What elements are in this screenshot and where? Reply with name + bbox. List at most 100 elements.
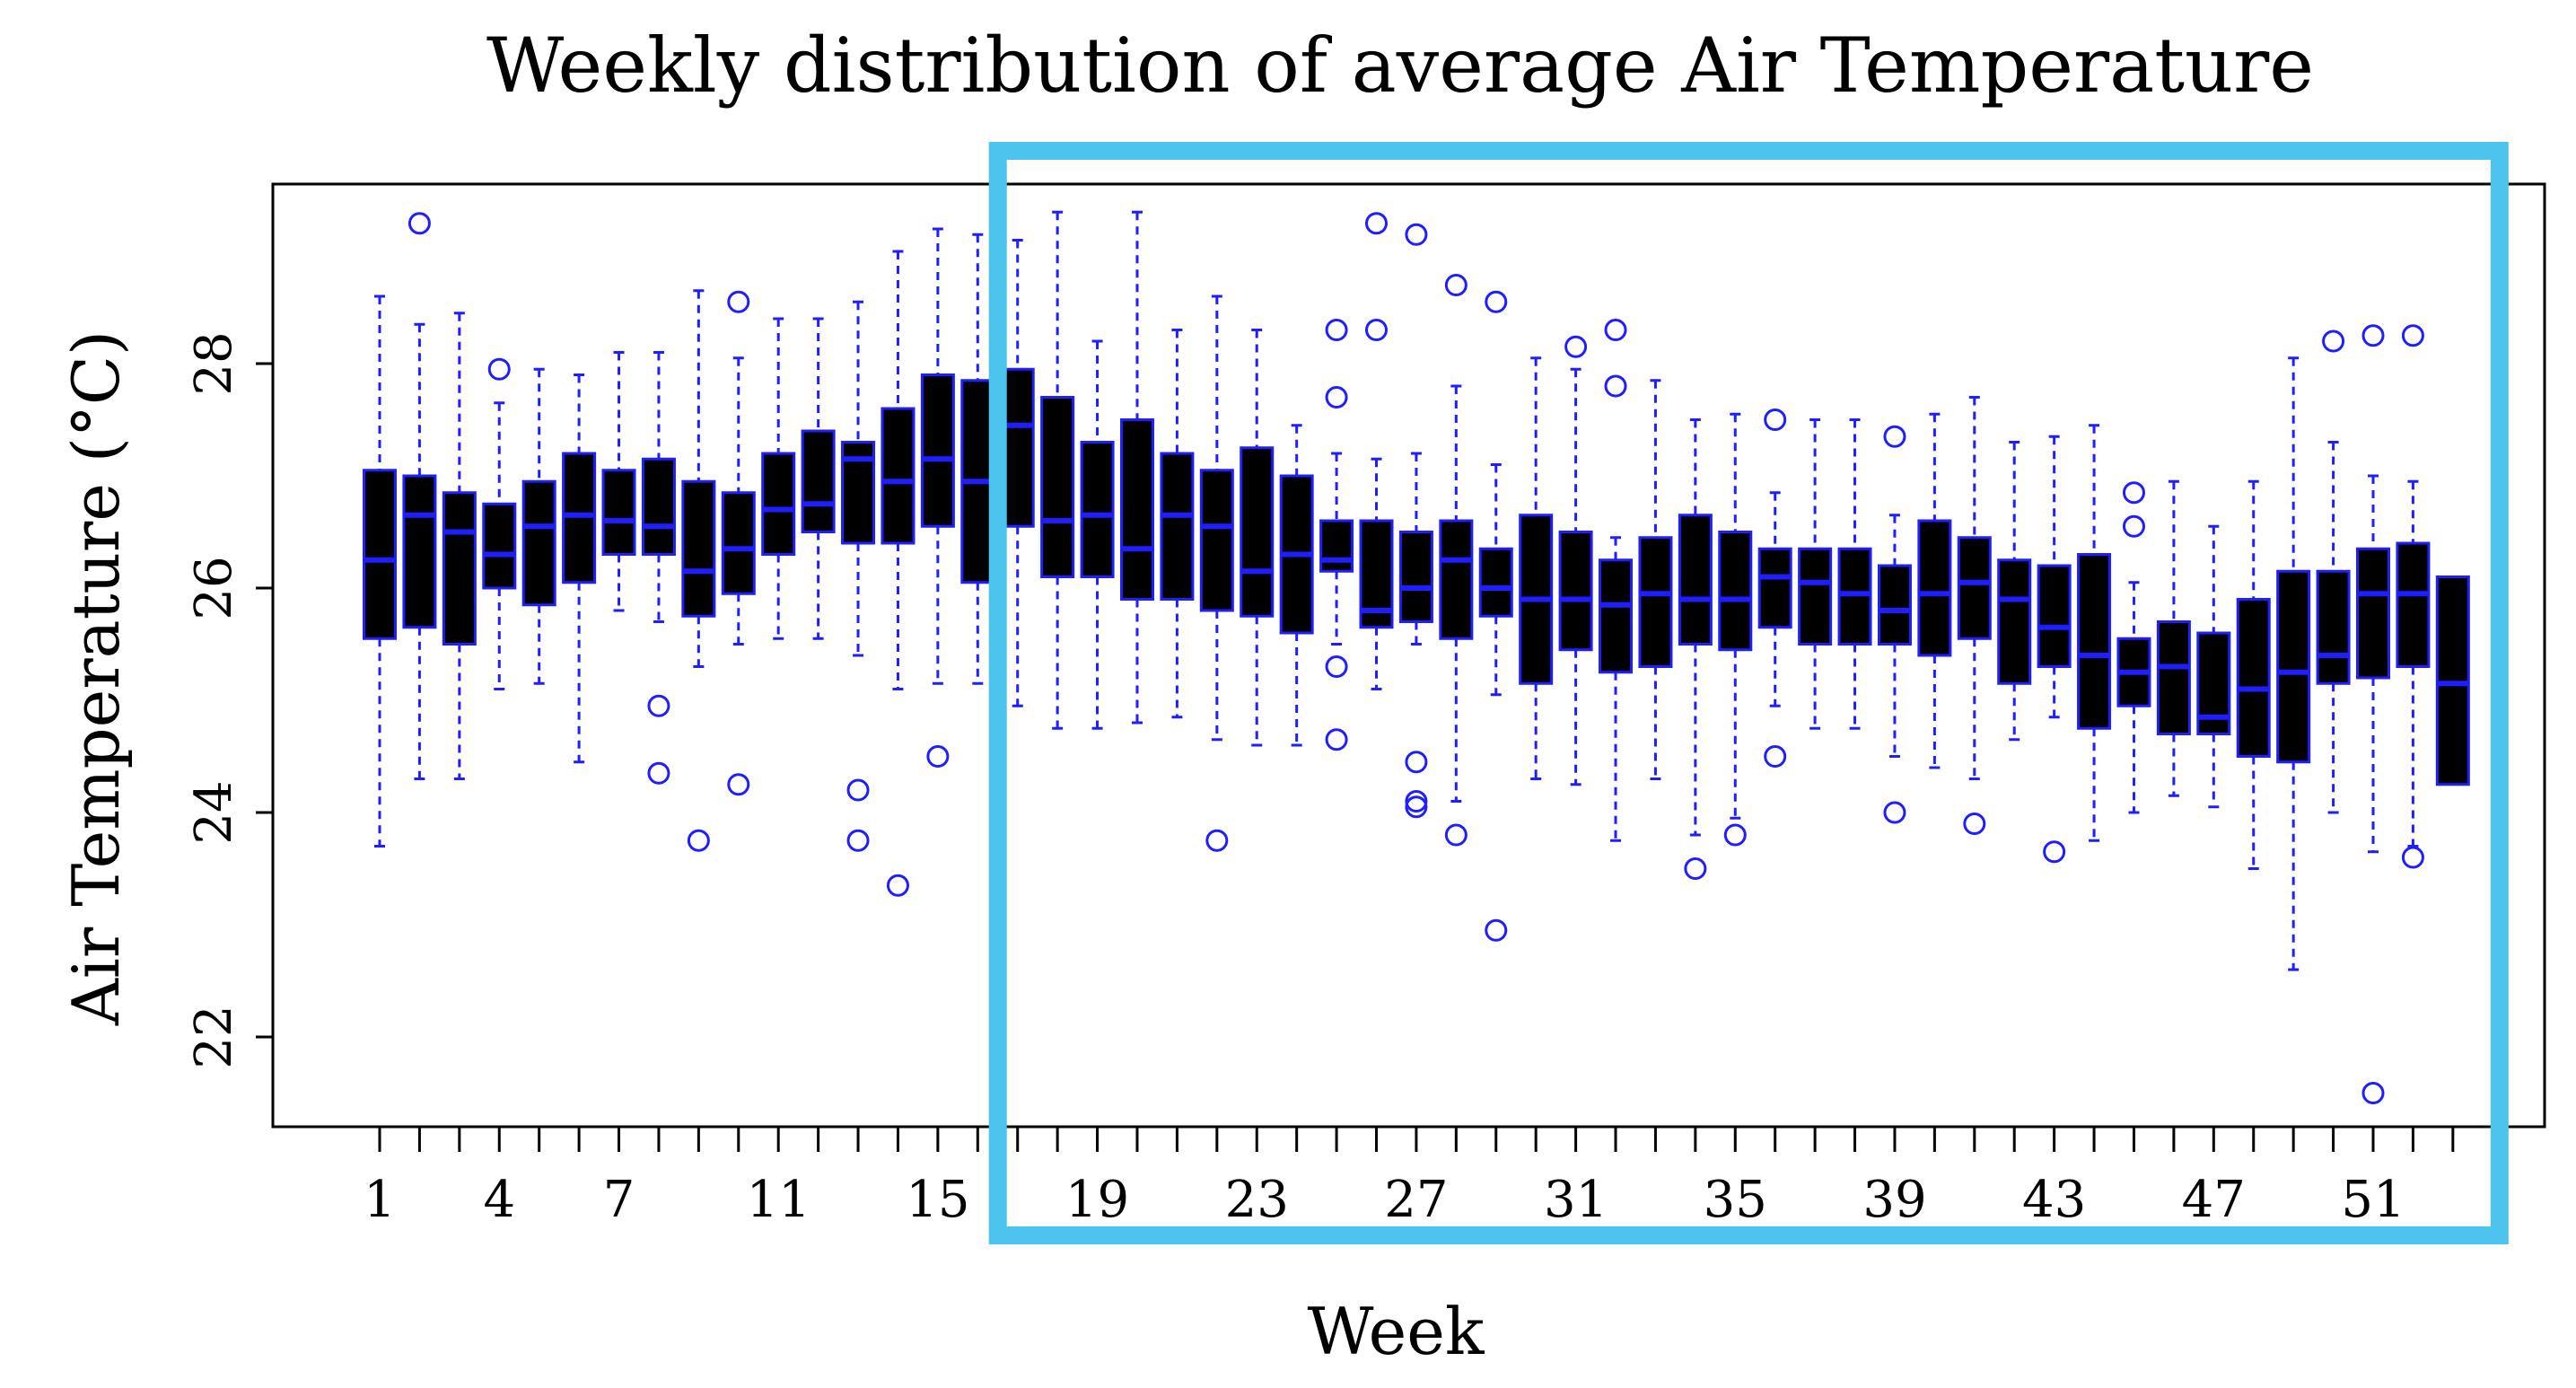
iqr-box bbox=[2077, 553, 2112, 730]
outlier-point bbox=[1684, 857, 1707, 880]
outlier-point bbox=[846, 829, 870, 852]
iqr-box bbox=[1439, 519, 1474, 640]
iqr-box bbox=[1877, 564, 1912, 646]
outlier-point bbox=[1325, 386, 1348, 408]
iqr-box bbox=[402, 474, 437, 629]
outlier-point bbox=[1485, 290, 1508, 313]
outlier-point bbox=[1883, 801, 1906, 824]
x-axis: 1 4 7 11 15 19 23 27 31 35 39 43 47 51 bbox=[364, 1127, 2455, 1229]
iqr-box bbox=[2236, 598, 2271, 758]
iqr-box bbox=[721, 491, 756, 595]
iqr-box bbox=[2356, 547, 2390, 680]
outlier-point bbox=[487, 357, 511, 381]
iqr-box bbox=[1917, 519, 1952, 657]
iqr-box bbox=[442, 491, 477, 646]
iqr-box bbox=[1638, 536, 1673, 668]
iqr-box bbox=[1080, 441, 1115, 578]
iqr-box bbox=[1160, 452, 1195, 601]
iqr-box bbox=[1478, 547, 1513, 618]
iqr-box bbox=[363, 469, 397, 640]
x-tick-label: 47 bbox=[2182, 1171, 2246, 1229]
outlier-point bbox=[647, 761, 670, 785]
outlier-point bbox=[1444, 274, 1468, 296]
outlier-point bbox=[1405, 223, 1428, 246]
iqr-box bbox=[1040, 396, 1075, 578]
outlier-point bbox=[926, 745, 950, 768]
iqr-box bbox=[1000, 367, 1035, 528]
outlier-point bbox=[647, 694, 670, 717]
outlier-point bbox=[1883, 425, 1906, 448]
iqr-box bbox=[1718, 531, 1753, 652]
outlier-point bbox=[2401, 324, 2424, 347]
iqr-box bbox=[482, 502, 517, 590]
iqr-box bbox=[562, 452, 597, 584]
outlier-point bbox=[1405, 751, 1428, 774]
iqr-box bbox=[761, 452, 796, 556]
iqr-box bbox=[2156, 620, 2191, 735]
x-tick-label: 31 bbox=[1544, 1171, 1608, 1229]
iqr-box bbox=[1757, 547, 1792, 629]
outlier-point bbox=[1604, 319, 1627, 341]
x-tick-label: 27 bbox=[1384, 1171, 1448, 1229]
iqr-box bbox=[521, 479, 556, 607]
iqr-box bbox=[801, 429, 836, 533]
outlier-point bbox=[2401, 846, 2424, 869]
iqr-box bbox=[681, 479, 716, 618]
iqr-box bbox=[1119, 418, 1154, 601]
x-tick-label: 43 bbox=[2022, 1171, 2086, 1229]
outlier-point bbox=[1485, 918, 1508, 942]
outlier-point bbox=[2122, 481, 2145, 505]
iqr-box bbox=[1398, 531, 1433, 623]
outlier-point bbox=[2361, 324, 2385, 347]
iqr-box bbox=[881, 407, 916, 545]
outlier-point bbox=[1723, 823, 1747, 847]
outlier-point bbox=[1325, 319, 1348, 341]
outlier-point bbox=[1963, 813, 1986, 835]
outlier-point bbox=[2122, 514, 2145, 538]
outlier-point bbox=[1365, 319, 1388, 341]
iqr-box bbox=[1558, 531, 1593, 652]
outlier-point bbox=[1444, 823, 1468, 847]
outlier-point bbox=[846, 778, 870, 802]
x-tick-label: 4 bbox=[483, 1171, 515, 1229]
x-tick-label: 15 bbox=[906, 1171, 969, 1229]
y-tick-label: 28 bbox=[185, 331, 243, 395]
outlier-point bbox=[2043, 840, 2066, 864]
x-tick-label: 23 bbox=[1225, 1171, 1289, 1229]
iqr-box bbox=[1798, 547, 1833, 646]
outlier-point bbox=[1604, 374, 1627, 398]
x-tick-label: 1 bbox=[364, 1171, 396, 1229]
boxplot-series bbox=[363, 210, 2470, 1104]
outlier-point bbox=[1365, 212, 1388, 235]
y-tick-label: 26 bbox=[185, 556, 243, 619]
outlier-point bbox=[1764, 745, 1787, 768]
iqr-box bbox=[920, 373, 955, 528]
outlier-point bbox=[727, 290, 750, 313]
iqr-box bbox=[2396, 541, 2431, 668]
y-axis: 22 24 26 28 bbox=[185, 331, 273, 1069]
outlier-point bbox=[2322, 329, 2345, 353]
iqr-box bbox=[2435, 575, 2470, 786]
iqr-box bbox=[641, 457, 676, 556]
x-tick-label: 19 bbox=[1065, 1171, 1129, 1229]
iqr-box bbox=[1997, 558, 2032, 685]
iqr-box bbox=[1837, 547, 1872, 646]
y-axis-title: Air Temperature (°C) bbox=[58, 330, 134, 1026]
iqr-box bbox=[1599, 558, 1634, 674]
y-tick-label: 22 bbox=[185, 1005, 243, 1068]
outlier-point bbox=[1325, 728, 1348, 751]
iqr-box bbox=[1957, 536, 1992, 640]
iqr-box bbox=[2037, 564, 2072, 668]
iqr-box bbox=[2276, 569, 2311, 764]
chart-title: Weekly distribution of average Air Tempe… bbox=[486, 22, 2314, 110]
outlier-point bbox=[1405, 790, 1428, 813]
iqr-box bbox=[1678, 514, 1713, 646]
x-axis-title: Week bbox=[1308, 1294, 1485, 1369]
outlier-point bbox=[1205, 829, 1229, 852]
iqr-box bbox=[1319, 519, 1354, 573]
outlier-point bbox=[1764, 408, 1787, 431]
x-tick-label: 51 bbox=[2341, 1171, 2405, 1229]
iqr-box bbox=[601, 469, 636, 556]
outlier-point bbox=[727, 773, 750, 796]
